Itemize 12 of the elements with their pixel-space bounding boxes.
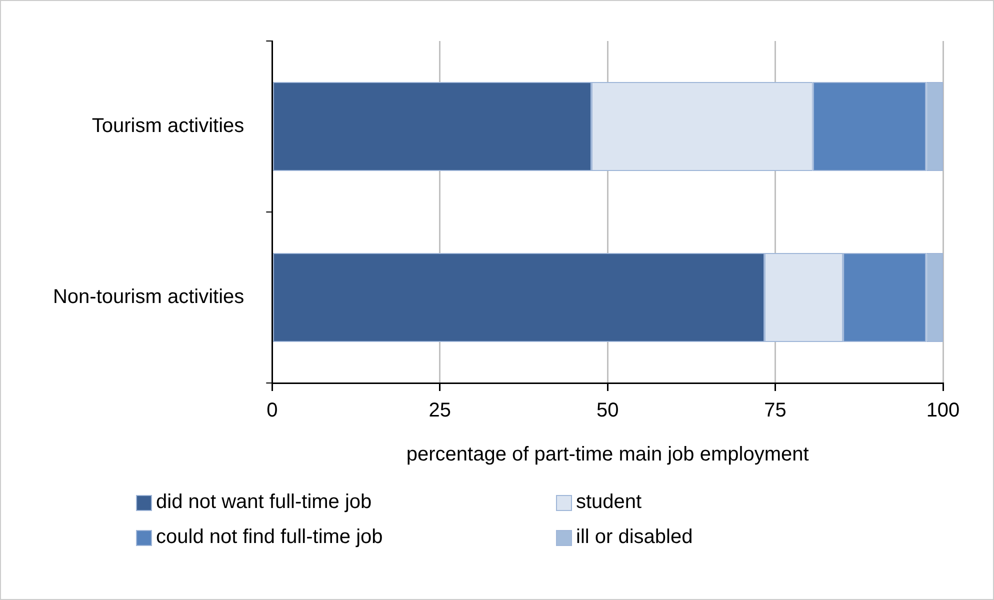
x-tick-label: 75 [764, 400, 786, 422]
x-tick-label: 50 [596, 400, 619, 422]
x-tick-label: 100 [926, 400, 960, 422]
legend-label: student [576, 491, 642, 514]
y-tick-label: Tourism activities [92, 115, 244, 138]
legend-label: ill or disabled [576, 526, 693, 549]
x-axis-title: percentage of part-time main job employment [406, 444, 810, 466]
y-tick-label: Non-tourism activities [52, 286, 244, 308]
legend-label: did not want full-time job [156, 491, 372, 514]
x-tick-label: 25 [428, 400, 451, 422]
x-tick-label: 0 [266, 400, 278, 422]
legend-label: could not find full-time job [156, 526, 383, 549]
